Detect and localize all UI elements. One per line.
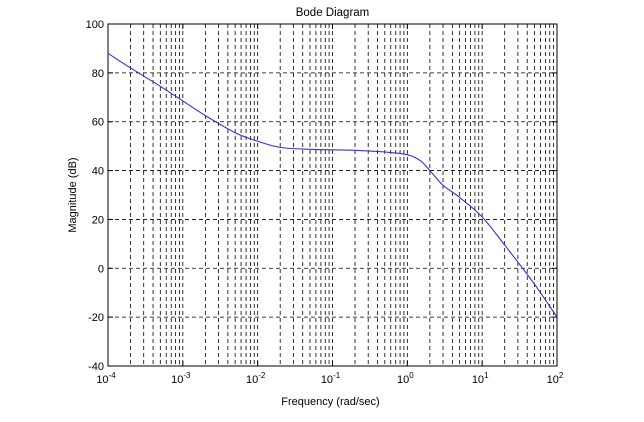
y-tick-label: 80: [92, 68, 104, 80]
x-tick-label: 10-2: [246, 371, 266, 386]
y-tick-label: -40: [88, 361, 104, 373]
x-tick-label: 102: [547, 371, 564, 386]
x-tick-label: 100: [397, 371, 414, 386]
y-tick-label: -20: [88, 312, 104, 324]
y-tick-label: 20: [92, 214, 104, 226]
x-tick-label: 10-3: [171, 371, 191, 386]
x-axis-label: Frequency (rad/sec): [281, 396, 379, 408]
y-tick-label: 0: [98, 263, 104, 275]
x-tick-label: 10-1: [321, 371, 341, 386]
y-tick-label: 40: [92, 166, 104, 178]
x-tick-label: 101: [472, 371, 489, 386]
series-line-magnitude: [107, 52, 558, 318]
y-axis-label: Magnitude (dB): [67, 157, 79, 232]
chart-title: Bode Diagram: [296, 7, 370, 19]
x-tick-label: 10-4: [96, 371, 116, 386]
y-tick-label: 60: [92, 117, 104, 129]
y-tick-label: 100: [86, 19, 104, 31]
